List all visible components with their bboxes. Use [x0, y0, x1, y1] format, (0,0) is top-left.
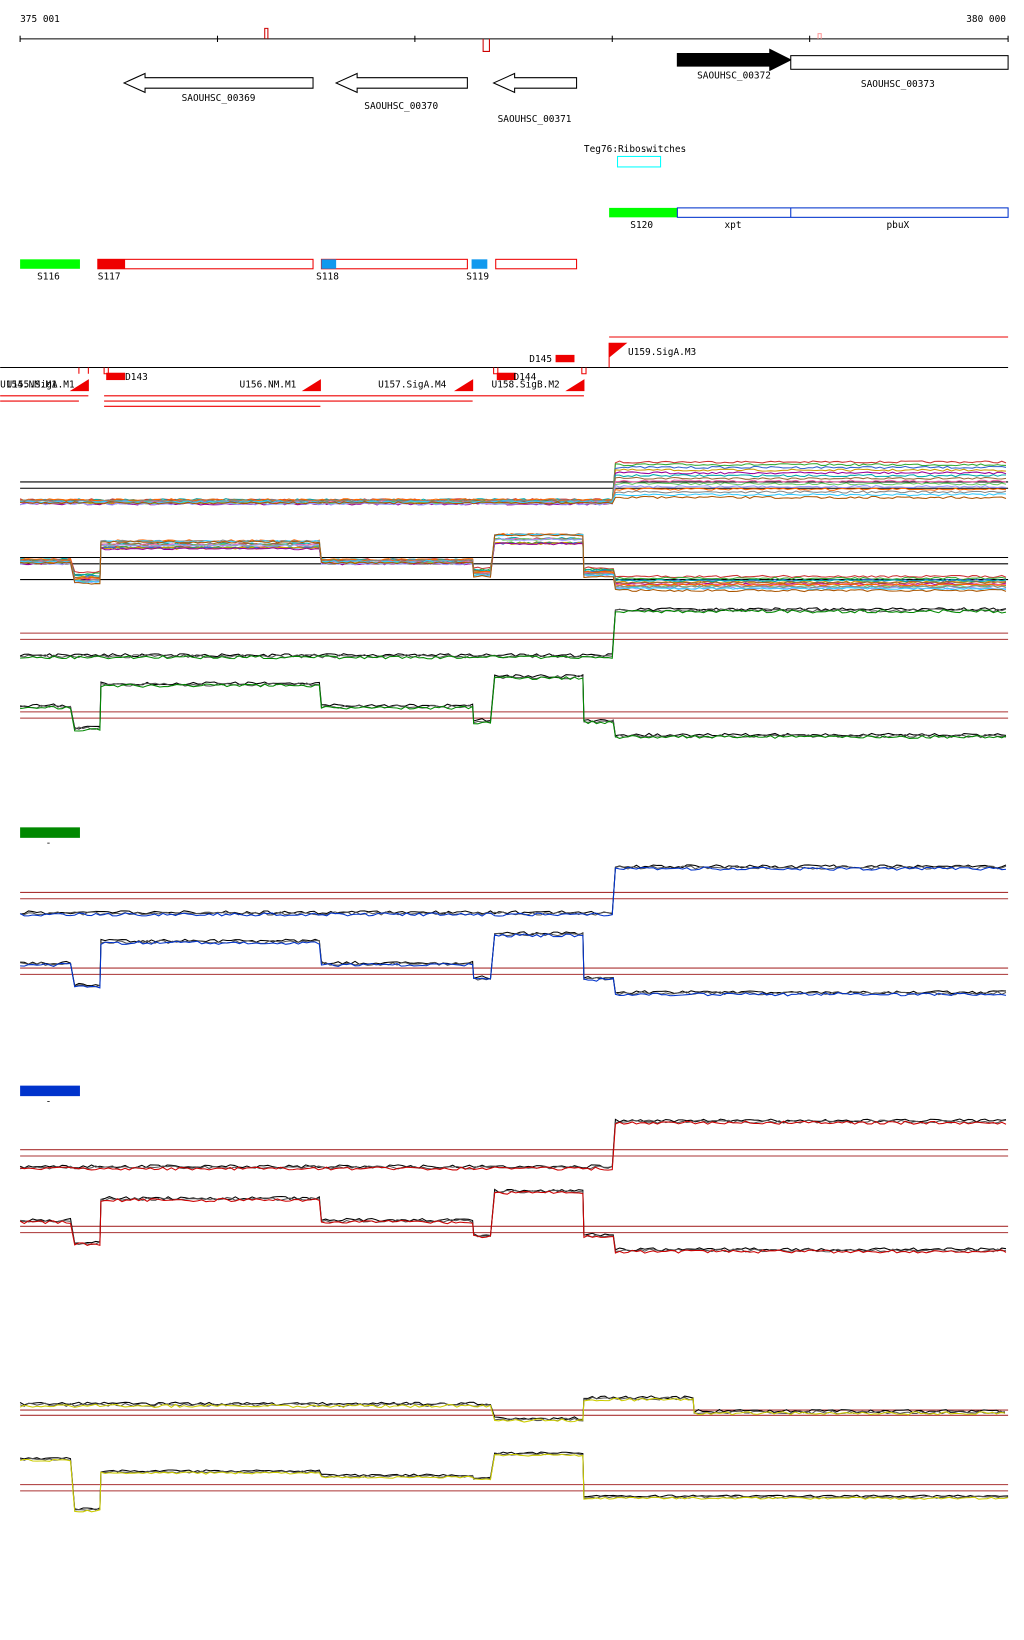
feature-label: U157.SigA.M4 — [378, 379, 447, 390]
feature-label: U158.SigB.M2 — [492, 379, 560, 390]
axis-end: 380 000 — [966, 14, 1006, 25]
expression-trace — [19, 1395, 1006, 1421]
segment — [97, 259, 126, 269]
expression-trace — [20, 1188, 1007, 1252]
segment-label: S118 — [316, 271, 339, 282]
expression-trace — [20, 533, 1007, 591]
segment — [471, 259, 488, 269]
expression-trace — [20, 493, 1007, 504]
feature-label: U159.SigA.M3 — [628, 347, 696, 358]
gene-arrow — [334, 72, 468, 94]
segment-label: S117 — [98, 271, 121, 282]
expression-trace — [20, 608, 1007, 659]
gene-label: SAOUHSC_00369 — [182, 93, 256, 104]
expression-trace — [20, 1451, 1009, 1511]
segment — [495, 258, 578, 270]
expression-trace — [19, 1453, 1009, 1513]
riboswitch-box — [616, 155, 662, 168]
expression-trace — [20, 1189, 1006, 1253]
gene-label: SAOUHSC_00372 — [697, 71, 771, 82]
feature-label: U154.NM.M1 — [0, 379, 57, 390]
trace-panels — [19, 460, 1009, 1513]
expression-trace — [20, 864, 1007, 915]
expression-trace — [20, 673, 1007, 737]
marker — [817, 33, 822, 39]
gene-arrow — [676, 48, 792, 72]
feature-box — [555, 354, 575, 363]
gene-box — [790, 55, 1009, 70]
expression-trace — [20, 537, 1007, 583]
expression-trace — [19, 607, 1007, 658]
expression-trace — [20, 676, 1007, 739]
segment-label: pbuX — [886, 220, 909, 231]
gene-arrow — [492, 72, 578, 94]
feature-label: U155.SigA.M1 — [6, 379, 75, 390]
segment-label: S116 — [37, 271, 60, 282]
legend-swatch — [20, 827, 80, 838]
expression-trace — [20, 609, 1007, 660]
segment — [609, 207, 678, 218]
feature-label: U156.NM.M1 — [240, 379, 297, 390]
expression-trace — [20, 931, 1007, 995]
segment-label: S119 — [466, 271, 489, 282]
gene-arrow — [122, 72, 314, 94]
feature-box — [106, 372, 126, 381]
gene-label: SAOUHSC_00370 — [364, 101, 438, 112]
segment — [676, 207, 1009, 218]
expression-trace — [19, 1396, 1006, 1422]
segment — [20, 259, 80, 269]
expression-trace — [20, 865, 1007, 916]
segment-label: S120 — [630, 220, 653, 231]
segment — [320, 258, 468, 270]
feature-label: D145 — [529, 354, 552, 365]
expression-trace — [19, 866, 1007, 917]
legend-swatch — [20, 1085, 80, 1097]
gene-label: SAOUHSC_00371 — [498, 114, 572, 125]
expression-trace — [19, 1397, 1005, 1423]
marker — [264, 27, 490, 52]
segment — [97, 258, 314, 270]
feature-label: D144 — [514, 372, 537, 383]
riboswitch-label: Teg76:Riboswitches — [584, 144, 686, 155]
tss-flags — [69, 379, 585, 392]
expression-trace — [20, 1120, 1007, 1171]
tss-flag — [608, 342, 628, 368]
tss-ticks — [78, 367, 587, 375]
expression-trace — [19, 1190, 1007, 1254]
segment-label: xpt — [724, 220, 741, 231]
expression-trace — [20, 1119, 1007, 1170]
gene-label: SAOUHSC_00373 — [861, 79, 935, 90]
feature-box — [496, 372, 516, 381]
expression-trace — [19, 1118, 1007, 1169]
legend-label: - — [46, 1097, 52, 1108]
expression-trace — [20, 933, 1007, 997]
axis-start: 375 001 — [20, 14, 60, 25]
expression-trace — [20, 533, 1007, 593]
segment — [321, 259, 337, 269]
expression-trace — [19, 675, 1007, 739]
expression-trace — [19, 490, 1007, 503]
axis — [19, 35, 1009, 42]
transcript-lines — [0, 395, 584, 407]
legend-label: - — [46, 838, 52, 849]
expression-trace — [19, 1452, 1009, 1511]
expression-trace — [20, 495, 1007, 505]
feature-label: D143 — [125, 372, 148, 383]
